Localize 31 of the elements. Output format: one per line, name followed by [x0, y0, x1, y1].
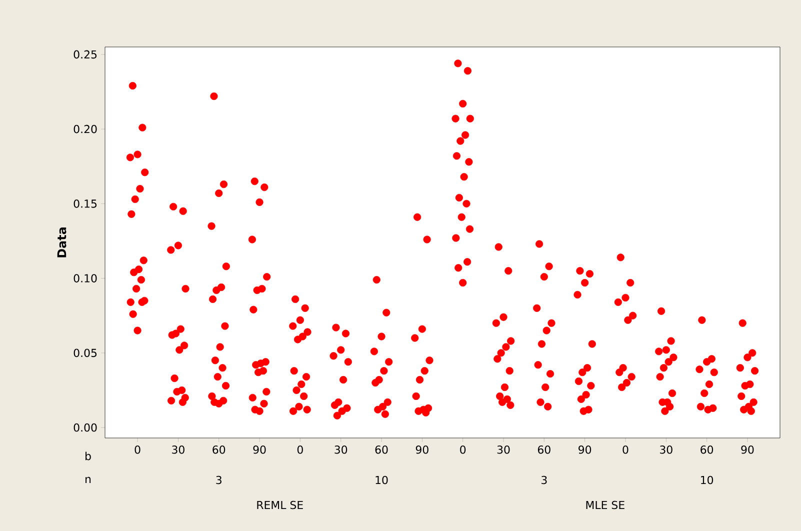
x-tick-label: 30: [660, 446, 672, 454]
x-tick-label: 0: [134, 446, 140, 454]
y-tick-label: 0.10: [74, 274, 97, 282]
x-tick-label: 60: [212, 446, 226, 454]
text: 3: [542, 476, 547, 484]
text: b: [86, 452, 91, 460]
x-tick-label: 30: [497, 446, 510, 454]
x-tick-label: 60: [538, 446, 550, 454]
y-tick-label: 0.25: [74, 50, 97, 59]
text: REML SE: [257, 500, 303, 510]
text: 10: [701, 476, 714, 484]
y-tick-label: 0.20: [74, 124, 97, 134]
y-axis-title: Data: [57, 228, 66, 258]
x-tick-label: 90: [578, 446, 592, 454]
text: MLE SE: [586, 500, 624, 510]
x-tick-label: 0: [297, 446, 303, 454]
y-tick-label: 0.15: [74, 200, 97, 208]
x-tick-label: 30: [172, 446, 184, 454]
x-tick-label: 90: [741, 446, 754, 454]
x-tick-label: 0: [460, 446, 466, 454]
text: n: [86, 476, 91, 484]
x-tick-label: 30: [334, 446, 348, 454]
y-tick-label: 0.05: [74, 348, 97, 358]
x-tick-label: 60: [375, 446, 388, 454]
x-tick-label: 60: [700, 446, 714, 454]
text: 3: [216, 476, 222, 484]
text: 10: [376, 476, 388, 484]
x-tick-label: 90: [253, 446, 266, 454]
x-tick-label: 90: [416, 446, 428, 454]
y-tick-label: 0.00: [74, 423, 97, 432]
x-tick-label: 0: [622, 446, 628, 454]
